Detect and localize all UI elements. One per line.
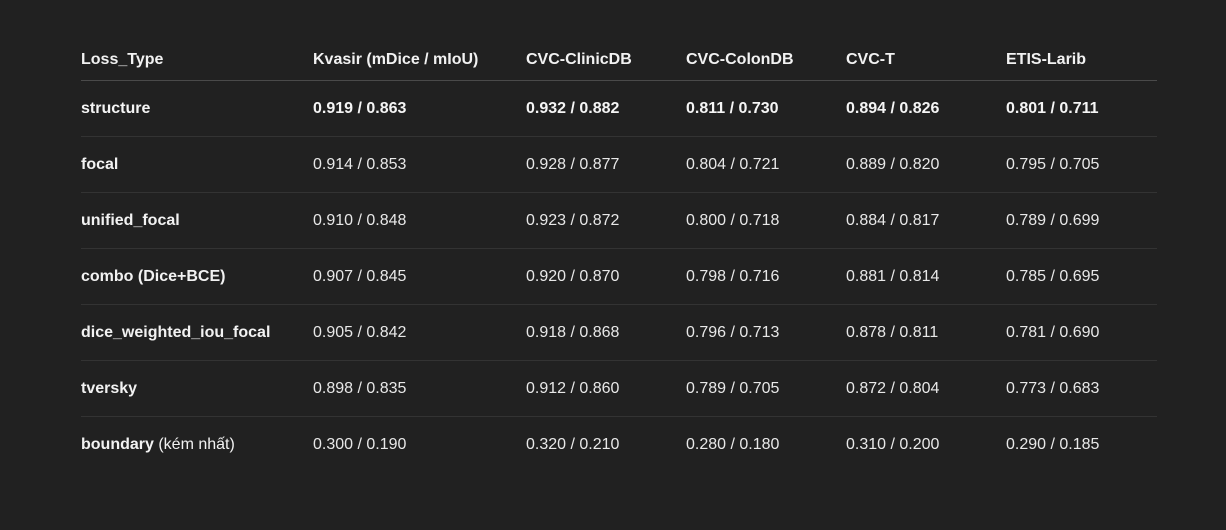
table-row: structure 0.919 / 0.863 0.932 / 0.882 0.…	[81, 80, 1157, 137]
cell-cvc-clinicdb: 0.928 / 0.877	[526, 136, 686, 193]
loss-name-text: combo (Dice+BCE)	[81, 267, 226, 285]
cell-etis-larib: 0.795 / 0.705	[1006, 136, 1157, 193]
cell-kvasir: 0.914 / 0.853	[313, 136, 526, 193]
cell-kvasir: 0.907 / 0.845	[313, 248, 526, 305]
cell-kvasir: 0.910 / 0.848	[313, 192, 526, 249]
cell-cvc-colondb: 0.804 / 0.721	[686, 136, 846, 193]
table-row: combo (Dice+BCE) 0.907 / 0.845 0.920 / 0…	[81, 248, 1157, 305]
cell-kvasir: 0.300 / 0.190	[313, 435, 407, 453]
loss-name-text: tversky	[81, 379, 138, 397]
cell-cvc-colondb: 0.789 / 0.705	[686, 360, 846, 417]
cell-cvc-colondb: 0.798 / 0.716	[686, 248, 846, 305]
row-loss-name: tversky	[81, 360, 313, 417]
loss-name-text: focal	[81, 155, 119, 173]
cell-cvc-colondb: 0.800 / 0.718	[686, 192, 846, 249]
column-header-cvc-t: CVC-T	[846, 40, 1006, 81]
row-loss-name: boundary (kém nhất)	[81, 417, 313, 473]
column-header-loss-type: Loss_Type	[81, 40, 313, 81]
header-row: Loss_Type Kvasir (mDice / mIoU) CVC-Clin…	[81, 40, 1157, 81]
cell-cvc-t: 0.881 / 0.814	[846, 248, 1006, 305]
cell-etis-larib: 0.785 / 0.695	[1006, 248, 1157, 305]
cell-cvc-clinicdb: 0.920 / 0.870	[526, 248, 686, 305]
column-header-etis-larib: ETIS-Larib	[1006, 40, 1157, 81]
cell-cvc-clinicdb: 0.320 / 0.210	[526, 435, 620, 453]
loss-name-text: dice_weighted_iou_focal	[81, 323, 271, 341]
cell-cvc-t: 0.889 / 0.820	[846, 136, 1006, 193]
cell-etis-larib: 0.781 / 0.690	[1006, 304, 1157, 361]
row-loss-name: dice_weighted_iou_focal	[81, 304, 313, 361]
cell-kvasir: 0.898 / 0.835	[313, 360, 526, 417]
column-header-kvasir: Kvasir (mDice / mIoU)	[313, 40, 526, 81]
row-loss-name: focal	[81, 136, 313, 193]
cell-cvc-t: 0.884 / 0.817	[846, 192, 1006, 249]
cell-cvc-colondb: 0.811 / 0.730	[686, 80, 846, 137]
cell-cvc-clinicdb: 0.923 / 0.872	[526, 192, 686, 249]
row-loss-name: combo (Dice+BCE)	[81, 248, 313, 305]
column-header-cvc-clinicdb: CVC-ClinicDB	[526, 40, 686, 81]
row-loss-name: structure	[81, 80, 313, 137]
row-loss-name: unified_focal	[81, 192, 313, 249]
cell-etis-larib: 0.801 / 0.711	[1006, 80, 1157, 137]
cell-cvc-t: 0.872 / 0.804	[846, 360, 1006, 417]
table-row: dice_weighted_iou_focal 0.905 / 0.842 0.…	[81, 304, 1157, 361]
loss-name-note: (kém nhất)	[158, 435, 235, 453]
loss-comparison-table: Loss_Type Kvasir (mDice / mIoU) CVC-Clin…	[81, 40, 1157, 472]
table-row: tversky 0.898 / 0.835 0.912 / 0.860 0.78…	[81, 360, 1157, 417]
loss-name-text: unified_focal	[81, 211, 180, 229]
cell-etis-larib: 0.773 / 0.683	[1006, 360, 1157, 417]
cell-cvc-t: 0.894 / 0.826	[846, 80, 1006, 137]
table-row: focal 0.914 / 0.853 0.928 / 0.877 0.804 …	[81, 136, 1157, 193]
cell-etis-larib: 0.789 / 0.699	[1006, 192, 1157, 249]
cell-cvc-t: 0.878 / 0.811	[846, 304, 1006, 361]
loss-name-text: structure	[81, 99, 151, 117]
cell-kvasir: 0.919 / 0.863	[313, 80, 526, 137]
table-body: structure 0.919 / 0.863 0.932 / 0.882 0.…	[81, 80, 1157, 473]
cell-etis-larib: 0.290 / 0.185	[1006, 435, 1100, 453]
loss-name-text: boundary	[81, 435, 154, 453]
cell-cvc-clinicdb: 0.932 / 0.882	[526, 80, 686, 137]
cell-cvc-clinicdb: 0.918 / 0.868	[526, 304, 686, 361]
column-header-cvc-colondb: CVC-ColonDB	[686, 40, 846, 81]
table-header: Loss_Type Kvasir (mDice / mIoU) CVC-Clin…	[81, 40, 1157, 81]
cell-kvasir: 0.905 / 0.842	[313, 304, 526, 361]
cell-cvc-clinicdb: 0.912 / 0.860	[526, 360, 686, 417]
cell-cvc-t: 0.310 / 0.200	[846, 435, 940, 453]
table-row: unified_focal 0.910 / 0.848 0.923 / 0.87…	[81, 192, 1157, 249]
results-table-container: Loss_Type Kvasir (mDice / mIoU) CVC-Clin…	[81, 40, 1157, 472]
cell-cvc-colondb: 0.280 / 0.180	[686, 435, 780, 453]
table-row: boundary (kém nhất) 0.300 / 0.190 0.320 …	[81, 417, 1157, 473]
cell-cvc-colondb: 0.796 / 0.713	[686, 304, 846, 361]
